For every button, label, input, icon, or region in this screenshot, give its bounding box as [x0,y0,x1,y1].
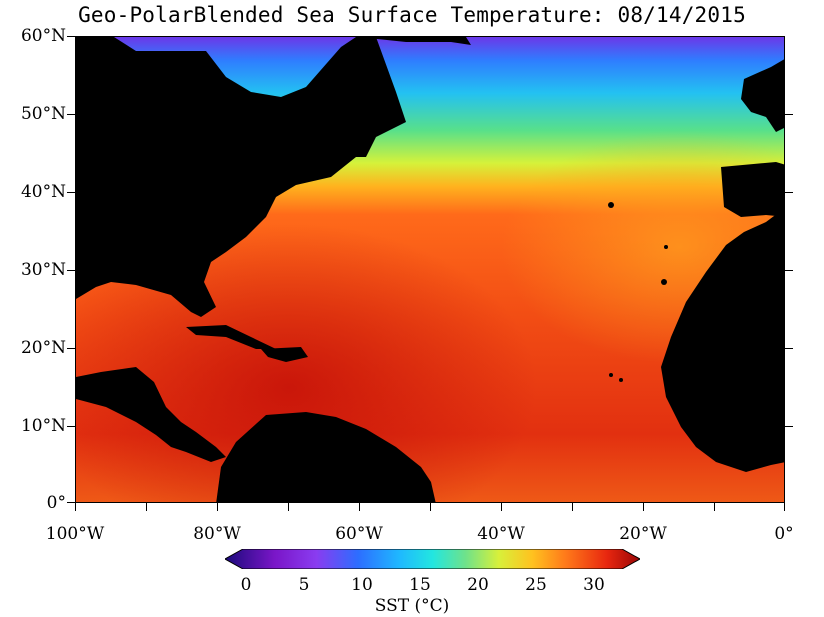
x-label-0: 0° [774,524,794,544]
y-label-50n: 50°N [20,104,66,124]
x-label-100w: 100°W [45,524,105,544]
sst-field [76,37,784,502]
y-label-60n: 60°N [20,26,66,46]
land-south-america [216,412,436,502]
land-north-america [76,37,406,317]
x-label-40w: 40°W [477,524,525,544]
sst-colorbar [225,549,640,569]
y-label-10n: 10°N [20,416,66,436]
x-label-80w: 80°W [193,524,241,544]
colorbar-label-5: 5 [298,575,310,595]
colorbar-label-15: 15 [409,575,431,595]
x-label-20w: 20°W [619,524,667,544]
colorbar-label-20: 20 [467,575,489,595]
land-africa [661,208,784,472]
colorbar-title: SST (°C) [374,596,450,616]
colorbar-label-0: 0 [240,575,252,595]
y-label-20n: 20°N [20,338,66,358]
land-hispaniola [261,347,308,362]
y-label-30n: 30°N [20,260,66,280]
colorbar-label-30: 30 [583,575,605,595]
x-label-60w: 60°W [335,524,383,544]
sst-map [75,36,785,503]
y-label-0: 0° [46,493,66,513]
land-iberia [721,162,784,217]
map-title: Geo-PolarBlended Sea Surface Temperature… [78,3,746,27]
y-label-40n: 40°N [20,182,66,202]
land-central-america [76,367,226,462]
land-british-isles [741,59,784,132]
colorbar-label-25: 25 [525,575,547,595]
land-cuba [186,325,276,349]
colorbar-label-10: 10 [351,575,373,595]
